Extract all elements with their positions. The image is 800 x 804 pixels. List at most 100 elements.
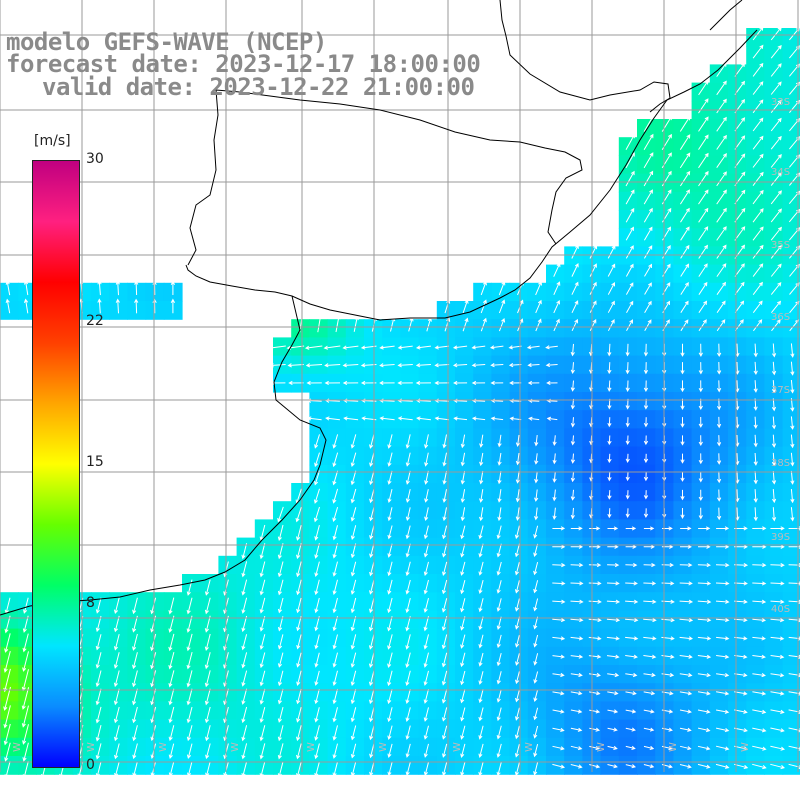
wind-arrow — [679, 745, 692, 751]
coastline-south-america — [0, 29, 758, 616]
wind-arrow — [314, 743, 320, 760]
wind-arrow — [533, 762, 539, 776]
wind-arrow — [332, 725, 338, 741]
wind-arrow — [698, 80, 709, 96]
wind-arrow — [515, 671, 520, 685]
wind-arrow — [533, 653, 539, 666]
wind-arrow — [697, 636, 712, 641]
wind-arrow — [698, 435, 703, 447]
wind-arrow — [607, 526, 619, 531]
wind-arrow — [397, 380, 413, 386]
wind-arrow — [296, 688, 302, 705]
wind-arrow — [698, 98, 709, 114]
wind-arrow — [753, 452, 758, 466]
wind-arrow — [4, 742, 11, 762]
wind-arrow — [496, 725, 502, 740]
wind-arrow — [752, 244, 764, 259]
wind-arrow — [790, 489, 795, 504]
wind-arrow — [625, 526, 637, 531]
wind-arrow — [607, 508, 612, 519]
wind-arrow — [643, 380, 649, 393]
wind-arrow — [441, 598, 448, 613]
wind-arrow — [132, 597, 138, 615]
wind-arrow — [679, 562, 693, 568]
wind-arrow — [113, 670, 120, 688]
wind-arrow — [643, 727, 655, 732]
wind-arrow — [607, 691, 619, 696]
wind-arrow — [770, 691, 785, 696]
wind-arrow — [471, 380, 486, 386]
wind-arrow — [259, 615, 266, 632]
wind-arrow — [441, 670, 448, 686]
wind-arrow — [606, 581, 620, 586]
wind-arrow — [23, 280, 29, 296]
wind-arrow — [350, 488, 357, 504]
wind-arrow — [170, 280, 176, 295]
wind-arrow — [204, 706, 211, 724]
wind-arrow — [186, 706, 193, 724]
wind-arrow — [314, 524, 320, 541]
wind-arrow — [387, 725, 393, 741]
longitude-label: W — [158, 742, 169, 752]
wind-arrow — [606, 636, 620, 641]
wind-arrow — [268, 345, 286, 350]
wind-arrow — [204, 633, 211, 652]
wind-arrow — [397, 363, 413, 368]
wind-arrow — [790, 470, 795, 485]
wind-arrow — [442, 470, 447, 485]
wind-arrow — [514, 743, 520, 758]
wind-arrow — [369, 434, 375, 449]
wind-arrow — [113, 633, 120, 651]
wind-arrow — [442, 743, 448, 758]
wind-arrow — [23, 597, 29, 614]
wind-arrow — [22, 633, 29, 653]
wind-arrow — [753, 489, 758, 503]
wind-arrow — [679, 599, 694, 604]
wind-arrow — [22, 724, 29, 745]
wind-arrow — [95, 634, 102, 651]
wind-arrow — [643, 207, 653, 223]
wind-arrow — [643, 115, 654, 132]
wind-arrow — [716, 80, 727, 96]
wind-arrow — [771, 470, 777, 485]
wind-arrow — [643, 417, 649, 428]
wind-arrow — [332, 707, 338, 723]
wind-arrow — [405, 489, 411, 503]
wind-arrow — [680, 226, 690, 241]
wind-arrow — [698, 380, 703, 393]
wind-arrow — [325, 416, 340, 421]
wind-arrow — [441, 579, 448, 595]
wind-arrow — [423, 725, 429, 740]
latitude-label: 34S — [771, 167, 790, 178]
wind-arrow — [770, 281, 782, 295]
wind-arrow — [350, 543, 357, 559]
wind-arrow — [353, 315, 359, 332]
wind-arrow — [314, 470, 320, 486]
wind-arrow — [716, 507, 722, 521]
wind-arrow — [770, 81, 782, 95]
wind-arrow — [607, 281, 615, 295]
wind-arrow — [306, 380, 322, 386]
wind-arrow — [387, 707, 393, 723]
wind-arrow — [546, 380, 558, 386]
wind-arrow — [186, 725, 193, 742]
wind-arrow — [205, 761, 211, 778]
wind-arrow — [661, 617, 675, 623]
wind-arrow — [478, 652, 484, 667]
wind-arrow — [423, 707, 429, 722]
wind-arrow — [460, 689, 466, 704]
wind-arrow — [588, 617, 602, 623]
wind-arrow — [679, 134, 691, 150]
wind-arrow — [460, 634, 466, 649]
wind-arrow — [625, 709, 637, 714]
wind-arrow — [132, 615, 138, 633]
wind-arrow — [770, 117, 782, 132]
wind-arrow — [698, 226, 709, 241]
wind-arrow — [369, 743, 375, 759]
wind-arrow — [570, 544, 584, 549]
wind-arrow — [514, 761, 520, 776]
wind-arrow — [533, 634, 539, 648]
wind-arrow — [415, 345, 431, 350]
colorbar-tick-label: 22 — [86, 312, 104, 329]
wind-arrow — [304, 345, 323, 350]
